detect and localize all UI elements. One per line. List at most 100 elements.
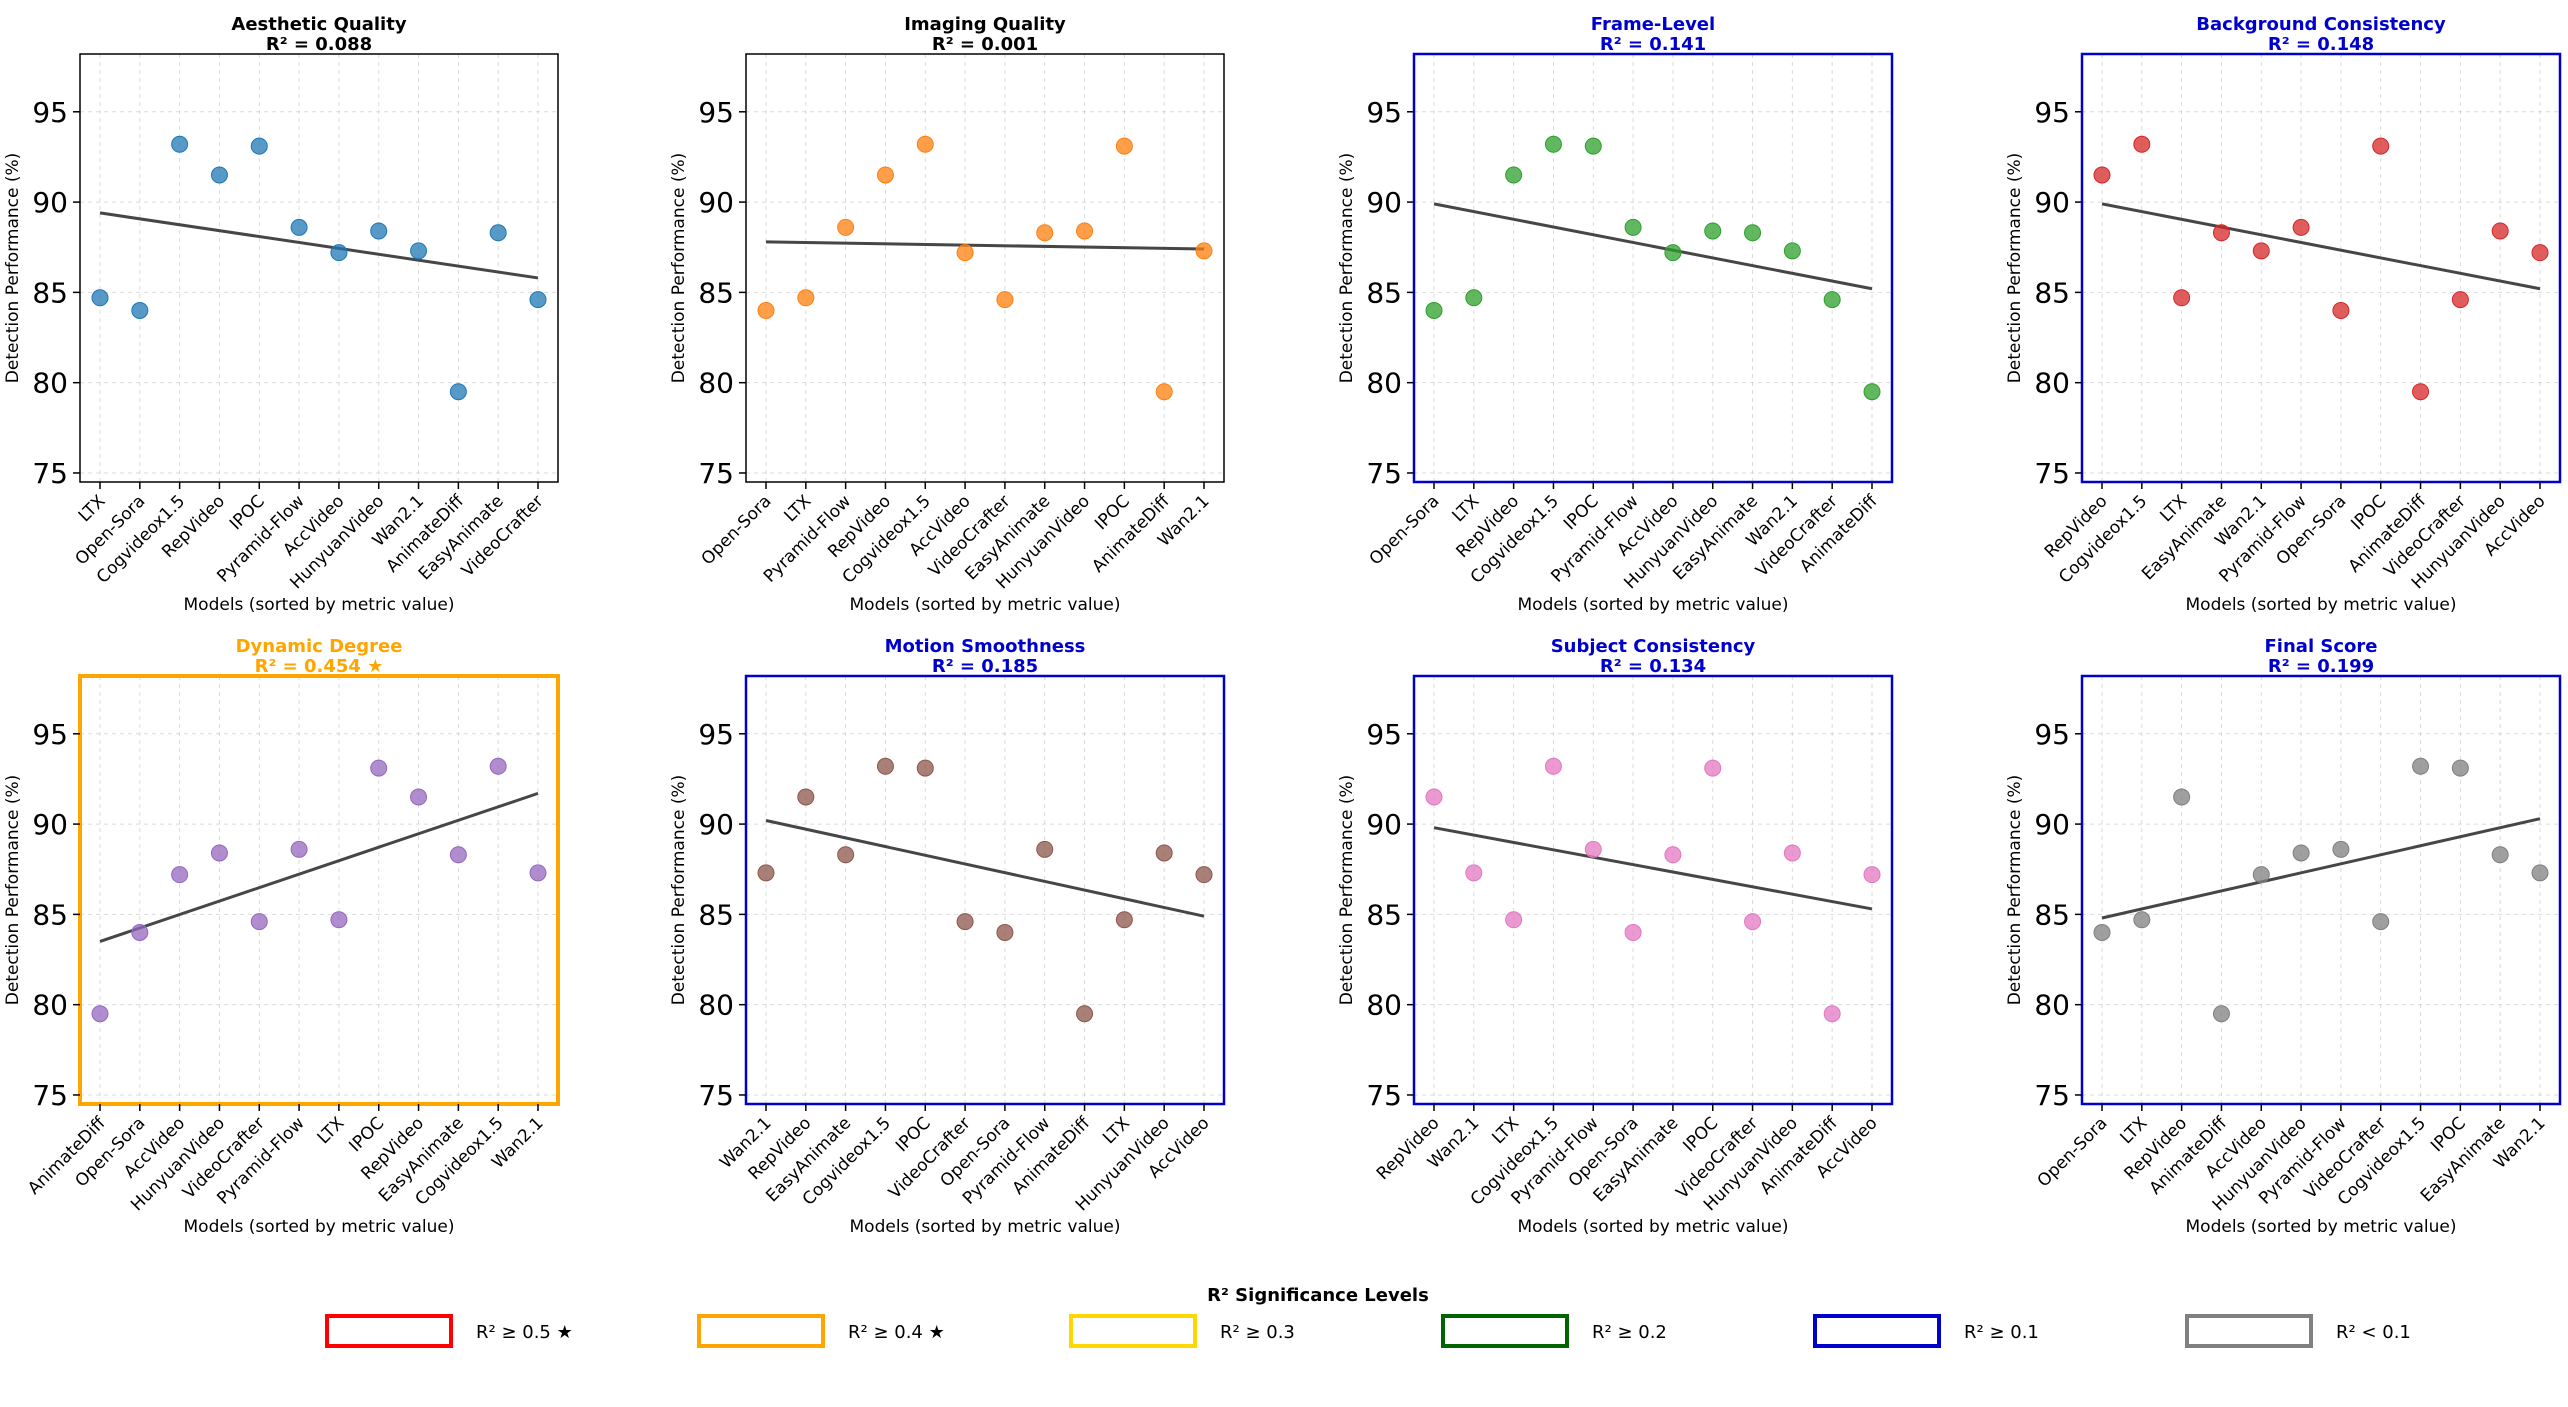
chart0-frame: [79, 53, 559, 483]
chart0-point-8: [410, 242, 428, 260]
chart2-xlabel: Models (sorted by metric value): [1518, 595, 1789, 615]
chart0-point-6: [330, 244, 348, 262]
chart2-plot-area: [1414, 54, 1892, 482]
chart7-point-11: [2531, 864, 2549, 882]
chart0-point-4: [250, 137, 268, 155]
chart7-point-6: [2332, 840, 2350, 858]
chart3-ytick-label-3: 90: [2034, 186, 2070, 219]
chart1-ylabel: Detection Performance (%): [669, 153, 689, 384]
chart1-xtick-label-0: Open-Sora: [698, 491, 776, 569]
chart3-point-6: [2332, 301, 2350, 319]
chart7-ytick-label-4: 95: [2034, 718, 2070, 751]
chart4-xlabel: Models (sorted by metric value): [184, 1217, 455, 1237]
chart1-point-8: [1076, 222, 1094, 240]
chart6-frame: [1412, 674, 1894, 1106]
chart7-point-3: [2212, 1005, 2230, 1023]
chart2-point-1: [1465, 289, 1483, 307]
chart0-point-1: [131, 301, 149, 319]
chart5-title: Motion Smoothness: [885, 636, 1086, 657]
chart0-point-3: [210, 166, 228, 184]
chart7-xlabel: Models (sorted by metric value): [2186, 1217, 2457, 1237]
chart7-xtick-label-0: Open-Sora: [2034, 1113, 2112, 1191]
chart1-point-7: [1036, 224, 1054, 242]
chart2-point-3: [1544, 135, 1562, 153]
chart2-ytick-label-1: 80: [1366, 367, 1402, 400]
chart6-ytick-label-3: 90: [1366, 808, 1402, 841]
chart7-ylabel: Detection Performance (%): [2005, 775, 2025, 1006]
chart4-plot-area: [80, 676, 558, 1104]
chart3-point-7: [2372, 137, 2390, 155]
chart1-point-10: [1155, 383, 1173, 401]
chart6-point-0: [1425, 788, 1443, 806]
legend-label-4: R² ≥ 0.1: [1964, 1322, 2039, 1343]
chart2-title: Frame-Level: [1591, 14, 1715, 35]
chart3-point-3: [2212, 224, 2230, 242]
chart1-subtitle: R² = 0.001: [932, 34, 1038, 55]
chart7-point-9: [2451, 759, 2469, 777]
chart6-ytick-label-0: 75: [1366, 1079, 1402, 1112]
chart5-point-1: [797, 788, 815, 806]
chart7-point-2: [2173, 788, 2191, 806]
chart1-point-4: [916, 135, 934, 153]
chart5-subtitle: R² = 0.185: [932, 656, 1038, 677]
chart0-ytick-label-3: 90: [32, 186, 68, 219]
chart0-point-10: [489, 224, 507, 242]
chart3-point-11: [2531, 244, 2549, 262]
chart2-point-6: [1664, 244, 1682, 262]
chart7-plot-area: [2082, 676, 2560, 1104]
chart4-ytick-label-1: 80: [32, 989, 68, 1022]
chart7-ytick-label-3: 90: [2034, 808, 2070, 841]
chart5-point-2: [837, 846, 855, 864]
chart1-point-5: [956, 244, 974, 262]
chart5-ytick-label-1: 80: [698, 989, 734, 1022]
chart3-ytick-label-0: 75: [2034, 457, 2070, 490]
chart1-ytick-label-1: 80: [698, 367, 734, 400]
chart7-point-0: [2093, 923, 2111, 941]
chart2-subtitle: R² = 0.141: [1600, 34, 1706, 55]
chart0-ytick-label-2: 85: [32, 276, 68, 309]
chart6-xlabel: Models (sorted by metric value): [1518, 1217, 1789, 1237]
chart3-point-9: [2451, 291, 2469, 309]
chart6-point-2: [1505, 911, 1523, 929]
chart4-ytick-label-3: 90: [32, 808, 68, 841]
chart5-ytick-label-4: 95: [698, 718, 734, 751]
chart7-title: Final Score: [2265, 636, 2378, 657]
chart5-point-3: [876, 757, 894, 775]
chart6-ytick-label-4: 95: [1366, 718, 1402, 751]
chart2-point-10: [1823, 291, 1841, 309]
chart3-subtitle: R² = 0.148: [2268, 34, 2374, 55]
chart1-point-1: [797, 289, 815, 307]
chart1-ytick-label-2: 85: [698, 276, 734, 309]
chart4-point-7: [370, 759, 388, 777]
chart2-point-4: [1584, 137, 1602, 155]
chart0-plot-area: [80, 54, 558, 482]
chart3-ylabel: Detection Performance (%): [2005, 153, 2025, 384]
chart5-frame: [744, 674, 1226, 1106]
chart7-trend-line: [2101, 817, 2541, 920]
chart3-ytick-label-4: 95: [2034, 96, 2070, 129]
chart5-point-7: [1036, 840, 1054, 858]
chart1-xlabel: Models (sorted by metric value): [850, 595, 1121, 615]
chart0-point-11: [529, 291, 547, 309]
chart4-title: Dynamic Degree: [236, 636, 403, 657]
chart0-subtitle: R² = 0.088: [266, 34, 372, 55]
chart4-panel: 7580859095AnimateDiffOpen-SoraAccVideoHu…: [3, 636, 560, 1237]
chart7-point-7: [2372, 913, 2390, 931]
legend-label-0: R² ≥ 0.5 ★: [476, 1322, 573, 1343]
chart7-point-8: [2412, 757, 2430, 775]
chart1-frame: [745, 53, 1225, 483]
chart5-trend-line: [765, 819, 1205, 918]
legend-swatch-3: [1441, 1314, 1569, 1348]
chart2-ytick-label-4: 95: [1366, 96, 1402, 129]
chart6-point-7: [1704, 759, 1722, 777]
chart1-ytick-label-3: 90: [698, 186, 734, 219]
chart6-ytick-label-1: 80: [1366, 989, 1402, 1022]
chart4-point-9: [449, 846, 467, 864]
chart5-point-6: [996, 923, 1014, 941]
chart3-point-4: [2252, 242, 2270, 260]
chart2-ytick-label-0: 75: [1366, 457, 1402, 490]
chart5-point-9: [1115, 911, 1133, 929]
